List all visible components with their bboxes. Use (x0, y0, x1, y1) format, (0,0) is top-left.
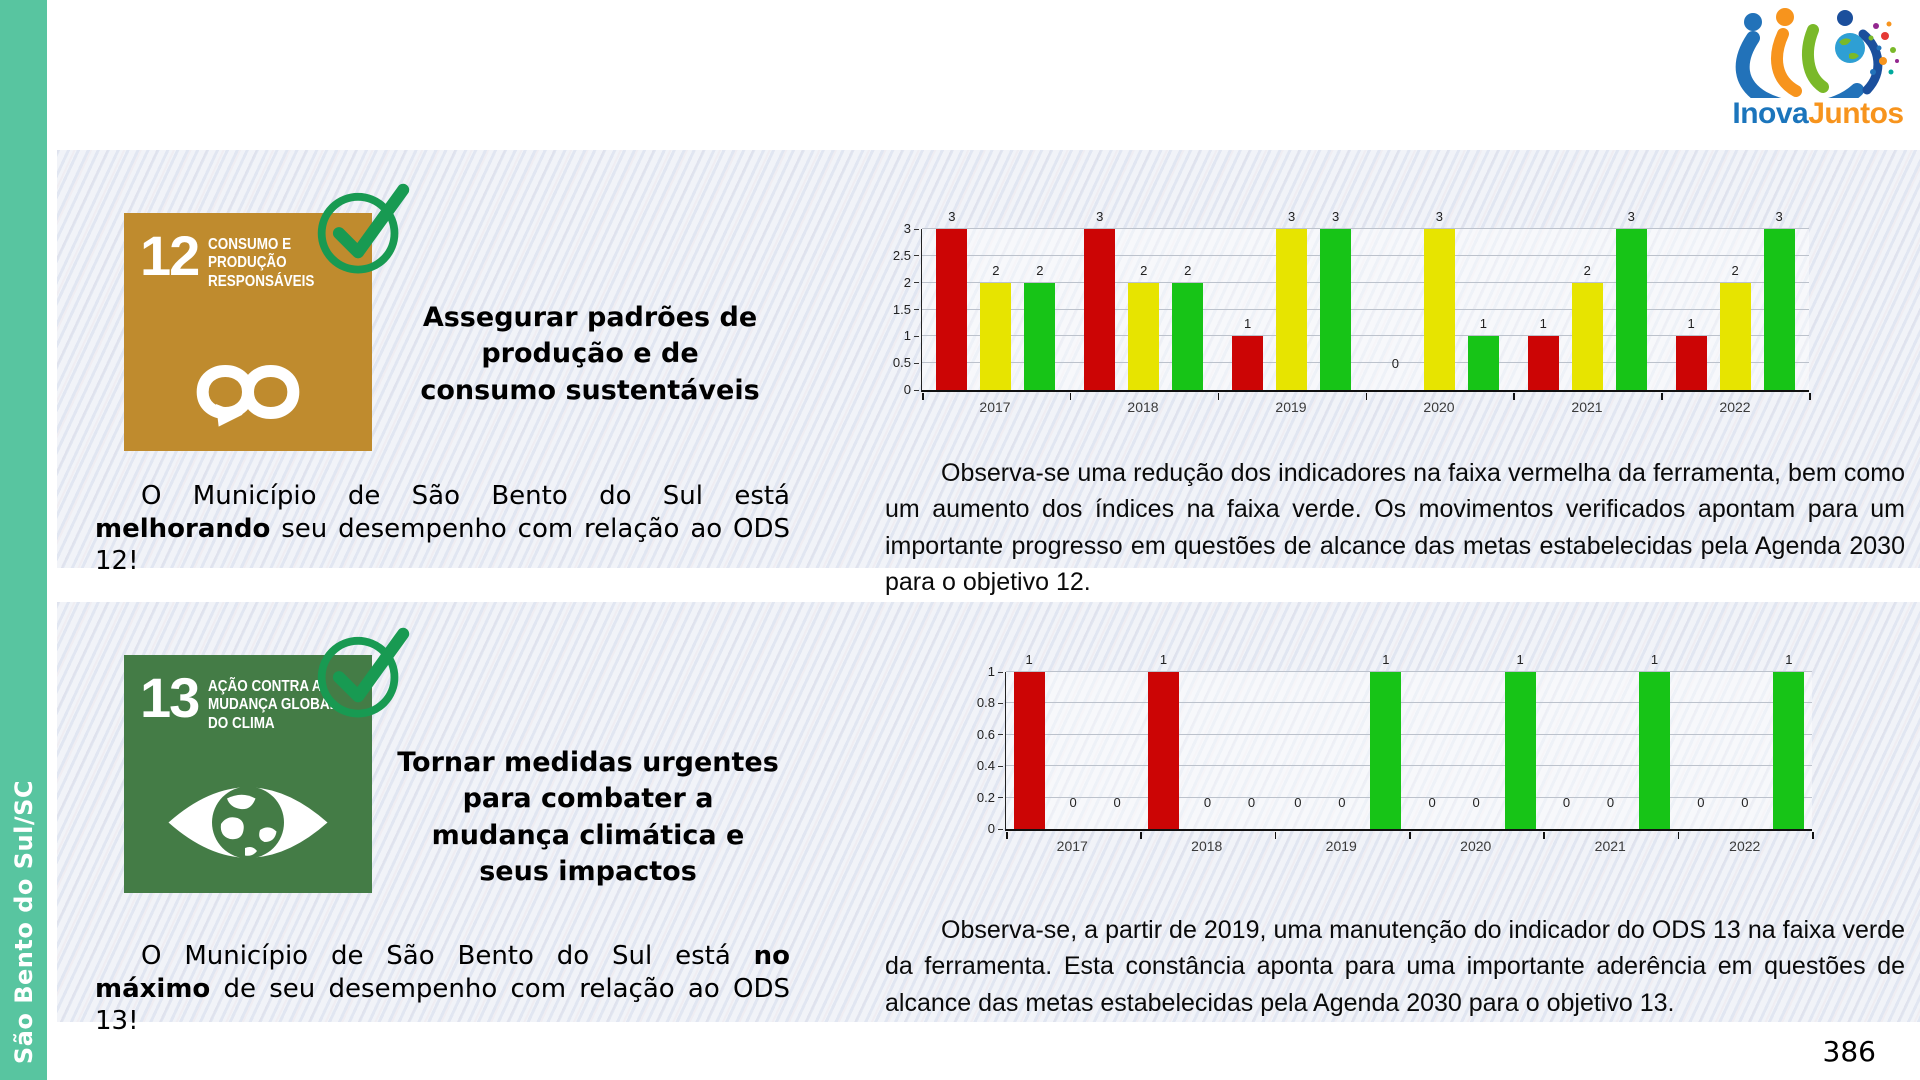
municipality-sidebar: São Bento do Sul/SC (0, 0, 47, 1080)
eye-globe-icon (168, 786, 328, 859)
bar-faixa-vermelha-2022 (1675, 336, 1707, 390)
sdg13-title: AÇÃO CONTRA A MUDANÇA GLOBAL DO CLIMA (208, 678, 339, 732)
ods12-observation: Observa-se uma redução dos indicadores n… (885, 459, 1905, 596)
bar-faixa-verde-2022 (1763, 229, 1795, 390)
achieved-check-icon (317, 627, 410, 718)
ods12-section: 12 CONSUMO E PRODUÇÃO RESPONSÁVEIS Asseg… (57, 150, 1920, 596)
ods12-status-text: O Município de São Bento do Sul está mel… (95, 481, 790, 576)
bar-faixa-vermelha-2017 (1013, 672, 1045, 829)
sdg12-icon: 12 CONSUMO E PRODUÇÃO RESPONSÁVEIS (124, 213, 372, 451)
page-number: 386 (1822, 1035, 1876, 1068)
ods13-status-text: O Município de São Bento do Sul está no … (95, 941, 790, 1036)
bar-faixa-verde-2020 (1467, 336, 1499, 390)
sdg13-number: 13 (140, 666, 200, 729)
ods12-headline: Assegurar padrões de produção e de consu… (420, 302, 760, 406)
infinity-icon (196, 365, 300, 427)
ods12-bar-chart: 0 0.5 1 1.5 2 2.5 3 3 2 2 3 2 2 1 3 3 0 3 1 1 2 3 1 2 3 2017 2018 2… (877, 209, 1811, 415)
ods13-observation: Observa-se, a partir de 2019, uma manute… (885, 916, 1905, 1017)
bar-faixa-amarela-2017 (980, 283, 1012, 390)
inovajuntos-logo-graphic (1735, 8, 1899, 116)
bar-faixa-vermelha-2019 (1232, 336, 1264, 390)
bar-faixa-verde-2017 (1024, 283, 1056, 390)
bar-faixa-verde-2021 (1638, 672, 1670, 829)
achieved-check-icon (317, 183, 410, 274)
inovajuntos-wordmark: InovaJuntos (1728, 99, 1908, 129)
sdg13-icon: 13 AÇÃO CONTRA A MUDANÇA GLOBAL DO CLIMA (124, 655, 372, 893)
bar-faixa-vermelha-2018 (1084, 229, 1116, 390)
logo-word-juntos: Juntos (1808, 97, 1904, 130)
bar-faixa-amarela-2021 (1571, 283, 1603, 390)
bar-faixa-verde-2022 (1773, 672, 1805, 829)
ods13-section: 13 AÇÃO CONTRA A MUDANÇA GLOBAL DO CLIMA… (57, 602, 1920, 1036)
bar-faixa-verde-2021 (1615, 229, 1647, 390)
ods12-status-highlight: melhorando (95, 513, 271, 544)
bar-faixa-verde-2018 (1172, 283, 1204, 390)
ods13-bar-chart: 0 0.2 0.4 0.6 0.8 1 1 0 0 1 0 0 0 0 1 0 0 1 0 0 1 0 0 1 2017 2018… (961, 652, 1814, 854)
bar-faixa-amarela-2019 (1276, 229, 1308, 390)
bar-faixa-verde-2019 (1320, 229, 1352, 390)
bar-faixa-amarela-2018 (1128, 283, 1160, 390)
bar-faixa-vermelha-2018 (1147, 672, 1179, 829)
bar-faixa-vermelha-2017 (936, 229, 968, 390)
logo-word-inova: Inova (1732, 97, 1809, 130)
ods13-status-highlight: no máximo (95, 941, 790, 1004)
municipality-name: São Bento do Sul/SC (9, 779, 38, 1064)
ods13-headline: Tornar medidas urgentes para combater a … (397, 747, 779, 888)
bar-faixa-vermelha-2021 (1527, 336, 1559, 390)
inovajuntos-logo: InovaJuntos (1728, 6, 1908, 129)
bar-faixa-verde-2019 (1370, 672, 1402, 829)
bar-faixa-amarela-2022 (1719, 283, 1751, 390)
sdg12-title: CONSUMO E PRODUÇÃO RESPONSÁVEIS (208, 236, 315, 290)
bar-faixa-verde-2020 (1504, 672, 1536, 829)
bar-faixa-amarela-2020 (1423, 229, 1455, 390)
sdg12-number: 12 (140, 224, 200, 287)
